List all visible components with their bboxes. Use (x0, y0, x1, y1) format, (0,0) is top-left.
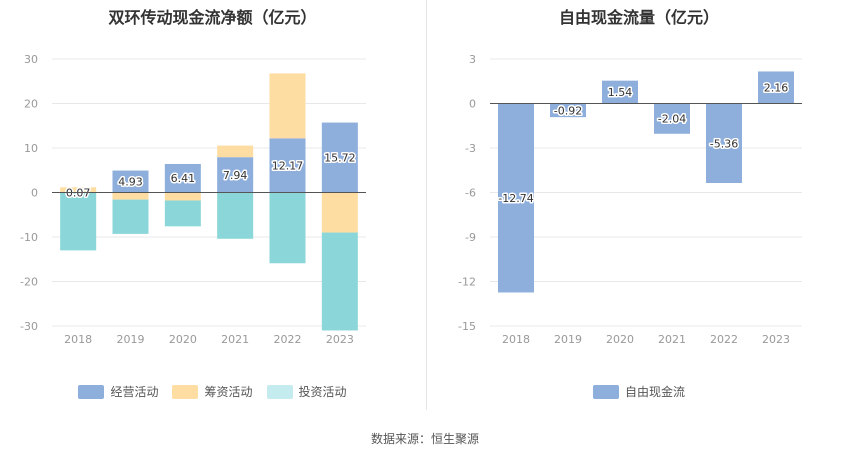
legend-swatch-investing (266, 384, 293, 399)
y-tick-label: 3 (469, 53, 476, 66)
x-tick-label: 2019 (554, 333, 582, 346)
y-tick-label: 0 (31, 187, 38, 200)
data-source: 数据来源：恒生聚源 (370, 432, 479, 446)
x-tick-label: 2019 (117, 333, 145, 346)
y-tick-label: -15 (458, 320, 476, 333)
legend-swatch-operating (78, 384, 105, 399)
legend: 经营活动 筹资活动 投资活动 (0, 383, 425, 400)
data-label: 4.93 (118, 176, 143, 189)
legend-label: 投资活动 (298, 385, 347, 399)
cash-flow-net-chart: 双环传动现金流净额（亿元） 30 20 10 0 -10 -20 -30 2018 0.07 20… (0, 0, 425, 410)
bar-经营活动-2021 (217, 157, 254, 193)
data-label: 2.16 (764, 81, 789, 94)
x-tick-label: 2018 (502, 333, 530, 346)
free-cash-flow-plot: 3 0 -3 -6 -9 -12 -15 2018 -12.74 2019 -0.92 2020 1.5… (458, 53, 802, 346)
legend-label: 经营活动 (110, 385, 159, 399)
bar-投资活动-2019 (112, 199, 149, 234)
bar-筹资活动-2018 (60, 187, 97, 193)
legend-label: 自由现金流 (624, 385, 685, 399)
y-tick-label: -9 (465, 231, 476, 244)
y-tick-label: 20 (24, 98, 38, 111)
legend-label: 筹资活动 (204, 385, 253, 399)
bar-自由现金流-2023 (758, 71, 794, 104)
y-tick-label: -6 (465, 187, 476, 200)
y-tick-label: -12 (458, 276, 476, 289)
bar-经营活动-2022 (269, 138, 306, 193)
bar-自由现金流-2021 (654, 103, 690, 134)
x-tick-label: 2023 (326, 333, 354, 346)
bar-筹资活动-2022 (269, 73, 306, 139)
bar-筹资活动-2021 (217, 145, 254, 158)
bar-投资活动-2021 (217, 192, 254, 239)
x-tick-label: 2021 (221, 333, 249, 346)
free-cash-flow-chart: 自由现金流量（亿元） 3 0 -3 -6 -9 -12 -15 2018 -12.74 2019 -… (428, 0, 850, 410)
bar-经营活动-2019 (112, 170, 149, 193)
bar-筹资活动-2019 (112, 192, 149, 200)
data-label: -0.92 (554, 104, 582, 117)
y-tick-label: -3 (465, 142, 476, 155)
data-label: 6.41 (171, 172, 196, 185)
bar-投资活动-2022 (269, 192, 306, 264)
x-tick-label: 2022 (274, 333, 302, 346)
bar-经营活动-2020 (164, 163, 201, 193)
legend-item-free-cash-flow[interactable]: 自由现金流 (592, 383, 685, 400)
x-tick-label: 2021 (658, 333, 686, 346)
legend-swatch-free-cash-flow (592, 384, 619, 399)
legend-item-financing[interactable]: 筹资活动 (172, 383, 253, 400)
chart-title: 双环传动现金流净额（亿元） (108, 8, 317, 27)
bar-自由现金流-2019 (550, 103, 586, 118)
bar-自由现金流-2018 (498, 103, 534, 293)
legend-swatch-financing (172, 384, 199, 399)
y-tick-label: 0 (469, 98, 476, 111)
data-label: 15.72 (324, 152, 356, 165)
bar-自由现金流-2022 (706, 103, 742, 184)
legend: 自由现金流 (428, 383, 850, 400)
data-label: -5.36 (710, 137, 738, 150)
y-tick-label: -20 (20, 276, 38, 289)
data-label: -2.04 (658, 113, 686, 126)
x-tick-label: 2023 (762, 333, 790, 346)
y-tick-label: 30 (24, 53, 38, 66)
bar-自由现金流-2020 (602, 80, 638, 104)
bar-投资活动-2023 (321, 232, 358, 331)
data-label: 7.94 (223, 169, 248, 182)
legend-item-operating[interactable]: 经营活动 (78, 383, 158, 400)
data-label: 12.17 (272, 159, 304, 172)
legend-item-investing[interactable]: 投资活动 (266, 383, 347, 400)
chart-title: 自由现金流量（亿元） (558, 8, 719, 27)
panel-divider (426, 0, 427, 410)
x-tick-label: 2020 (169, 333, 197, 346)
data-label: -12.74 (498, 192, 533, 205)
data-label: 1.54 (608, 86, 633, 99)
y-tick-label: -30 (20, 320, 38, 333)
x-tick-label: 2018 (64, 333, 92, 346)
bar-投资活动-2018 (60, 192, 97, 251)
x-tick-label: 2020 (606, 333, 634, 346)
bar-投资活动-2020 (164, 200, 201, 227)
cash-flow-net-plot: 3020100-10-20-3020180.0720194.9320206.41… (20, 53, 366, 346)
y-tick-label: 10 (24, 142, 38, 155)
bar-经营活动-2023 (321, 122, 358, 193)
x-tick-label: 2022 (710, 333, 738, 346)
bar-筹资活动-2023 (321, 192, 358, 233)
y-tick-label: -10 (20, 231, 38, 244)
bar-筹资活动-2020 (164, 192, 201, 201)
